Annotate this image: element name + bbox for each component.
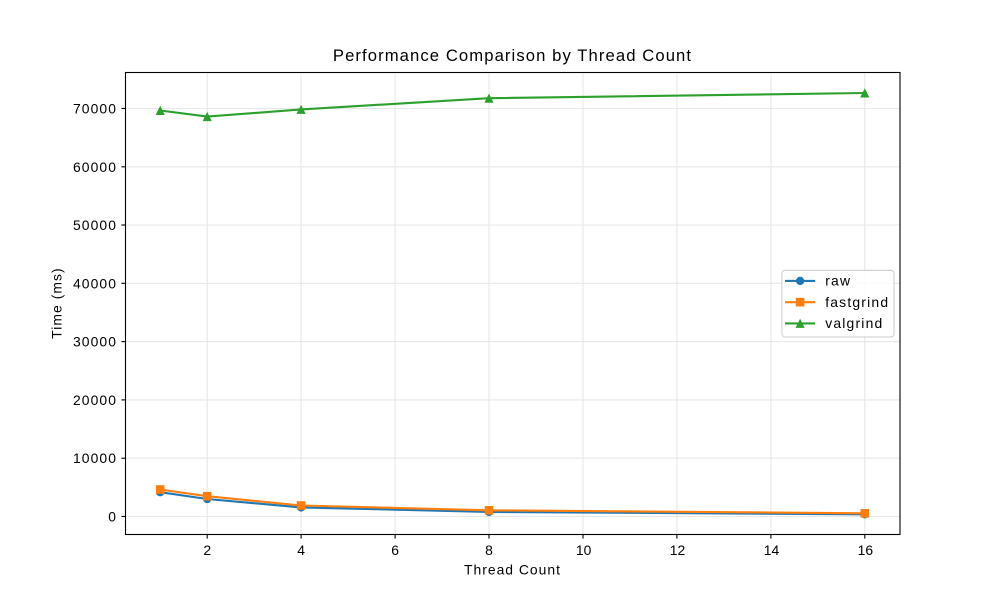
svg-text:60000: 60000 [73, 159, 117, 175]
svg-text:14: 14 [764, 542, 780, 558]
svg-text:12: 12 [670, 542, 686, 558]
svg-text:valgrind: valgrind [825, 315, 883, 331]
svg-text:20000: 20000 [73, 392, 117, 408]
svg-text:Time (ms): Time (ms) [49, 267, 65, 338]
svg-text:0: 0 [108, 509, 117, 525]
svg-text:50000: 50000 [73, 217, 117, 233]
svg-text:6: 6 [391, 542, 399, 558]
svg-text:40000: 40000 [73, 275, 117, 291]
svg-text:Performance Comparison by Thre: Performance Comparison by Thread Count [333, 46, 692, 65]
svg-text:Thread Count: Thread Count [464, 562, 561, 578]
svg-text:30000: 30000 [73, 334, 117, 350]
svg-text:fastgrind: fastgrind [825, 294, 889, 310]
svg-text:2: 2 [203, 542, 211, 558]
svg-text:10000: 10000 [73, 450, 117, 466]
svg-text:4: 4 [297, 542, 305, 558]
svg-text:raw: raw [825, 273, 851, 289]
svg-text:70000: 70000 [73, 101, 117, 117]
svg-text:10: 10 [576, 542, 592, 558]
svg-text:16: 16 [858, 542, 874, 558]
svg-text:8: 8 [485, 542, 493, 558]
